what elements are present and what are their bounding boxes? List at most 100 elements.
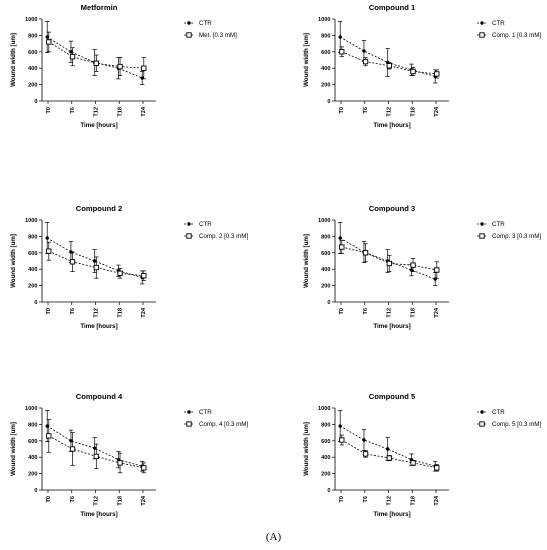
legend-marker-square xyxy=(479,233,485,239)
y-tick-label: 600 xyxy=(28,439,37,445)
data-point-square xyxy=(69,446,76,452)
data-point-square xyxy=(46,39,52,45)
x-tick-label: T18 xyxy=(410,496,416,506)
y-axis-label: Wound width [um] xyxy=(303,234,310,288)
data-point-dot xyxy=(338,236,342,240)
chart-panel-6: Compound 5 0 200 400 600 800 1000 T0 T6 T12 T18 T24… xyxy=(303,392,541,518)
legend-marker-square xyxy=(479,421,485,427)
chart-title: Compound 3 xyxy=(369,204,415,213)
x-tick-label: T6 xyxy=(70,308,76,315)
data-point-square xyxy=(93,60,99,66)
y-tick-label: 1000 xyxy=(25,406,37,412)
legend-marker-dot xyxy=(480,21,484,25)
x-axis-label: Time [hours] xyxy=(80,122,117,129)
series-line-1 xyxy=(339,425,436,467)
data-point-square xyxy=(93,453,99,460)
y-tick-label: 0 xyxy=(34,488,37,494)
x-tick-label: T12 xyxy=(94,308,100,318)
legend-label: CTR xyxy=(199,20,212,27)
y-tick-label: 800 xyxy=(28,234,37,240)
data-point-square xyxy=(386,260,392,267)
x-tick-label: T6 xyxy=(363,308,369,315)
x-axis-label: Time [hours] xyxy=(373,323,410,330)
data-point-square xyxy=(362,451,369,457)
data-point-square xyxy=(117,460,123,466)
legend-item-1: CTR xyxy=(184,221,212,228)
y-tick-label: 400 xyxy=(28,66,37,72)
data-point-dot xyxy=(45,236,49,240)
x-axis-label: Time [hours] xyxy=(373,122,410,129)
x-tick-label: T0 xyxy=(339,308,345,315)
x-tick-label: T6 xyxy=(70,107,76,114)
data-point-dot xyxy=(362,49,366,53)
data-point-square xyxy=(117,270,123,276)
x-tick-label: T18 xyxy=(117,308,123,318)
chart-panel-5: Compound 4 0 200 400 600 800 1000 T0 T6 T12 T18 T24… xyxy=(10,392,248,518)
legend-label: CTR xyxy=(199,221,212,228)
legend-label: Comp. 5 [0.3 mM] xyxy=(492,421,541,428)
x-tick-label: T24 xyxy=(434,307,440,318)
x-tick-label: T6 xyxy=(363,107,369,114)
data-point-square xyxy=(339,49,345,55)
legend-label: Comp. 3 [0.3 mM] xyxy=(492,233,541,240)
y-tick-label: 0 xyxy=(327,300,330,306)
series-line-1 xyxy=(46,425,143,467)
x-axis-label: Time [hours] xyxy=(80,511,117,518)
figure-label: (A) xyxy=(265,531,282,543)
legend-item-1: CTR xyxy=(184,20,212,27)
y-tick-label: 200 xyxy=(28,83,37,89)
data-point-dot xyxy=(433,277,437,281)
y-tick-label: 400 xyxy=(28,267,37,273)
legend-marker-square xyxy=(186,421,192,427)
y-tick-label: 1000 xyxy=(318,406,330,412)
x-tick-label: T0 xyxy=(46,107,52,114)
x-tick-label: T18 xyxy=(117,496,123,506)
x-tick-label: T0 xyxy=(46,308,52,315)
data-point-square xyxy=(141,273,147,279)
series-line-1 xyxy=(46,36,143,79)
data-point-square xyxy=(410,460,416,466)
legend-item-1: CTR xyxy=(477,20,505,27)
y-axis-label: Wound width [um] xyxy=(10,422,17,476)
legend-label: CTR xyxy=(199,409,212,416)
series-line-1 xyxy=(339,237,436,280)
legend-item-1: CTR xyxy=(477,221,505,228)
data-point-dot xyxy=(45,424,49,428)
y-tick-label: 600 xyxy=(321,50,330,56)
legend-label: CTR xyxy=(492,221,505,228)
legend-marker-dot xyxy=(480,222,484,226)
y-tick-label: 1000 xyxy=(318,218,330,224)
x-tick-label: T18 xyxy=(410,107,416,117)
chart-title: Compound 1 xyxy=(369,3,416,12)
data-point-dot xyxy=(338,35,342,39)
y-tick-label: 200 xyxy=(28,284,37,290)
y-tick-label: 0 xyxy=(327,488,330,494)
series-line-2 xyxy=(48,41,144,69)
chart-panel-1: Metformin 0 200 400 600 800 1000 T0 T6 T12 T18 T24 T… xyxy=(10,3,237,129)
legend-item-2: Comp. 2 [0.3 mM] xyxy=(184,233,248,240)
x-tick-label: T24 xyxy=(141,495,147,506)
x-tick-label: T0 xyxy=(46,496,52,503)
legend-item-2: Comp. 5 [0.3 mM] xyxy=(477,421,541,428)
legend-item-2: Met. [0.3 mM] xyxy=(184,32,237,39)
y-tick-label: 600 xyxy=(321,439,330,445)
data-point-square xyxy=(386,455,392,461)
legend-label: CTR xyxy=(492,20,505,27)
data-point-dot xyxy=(409,268,414,272)
y-tick-label: 600 xyxy=(321,251,330,257)
x-tick-label: T24 xyxy=(434,106,440,117)
y-tick-label: 400 xyxy=(321,267,330,273)
y-tick-label: 400 xyxy=(321,66,330,72)
data-point-dot xyxy=(93,446,97,450)
legend-label: Comp. 1 [0.3 mM] xyxy=(492,32,541,39)
x-tick-label: T18 xyxy=(410,308,416,318)
y-tick-label: 200 xyxy=(321,472,330,478)
y-tick-label: 0 xyxy=(34,99,37,105)
data-point-square xyxy=(434,71,440,77)
x-tick-label: T24 xyxy=(141,106,147,117)
data-point-square xyxy=(46,433,52,439)
y-tick-label: 1000 xyxy=(318,17,330,23)
data-point-dot xyxy=(69,439,73,443)
legend-marker-dot xyxy=(187,21,191,25)
